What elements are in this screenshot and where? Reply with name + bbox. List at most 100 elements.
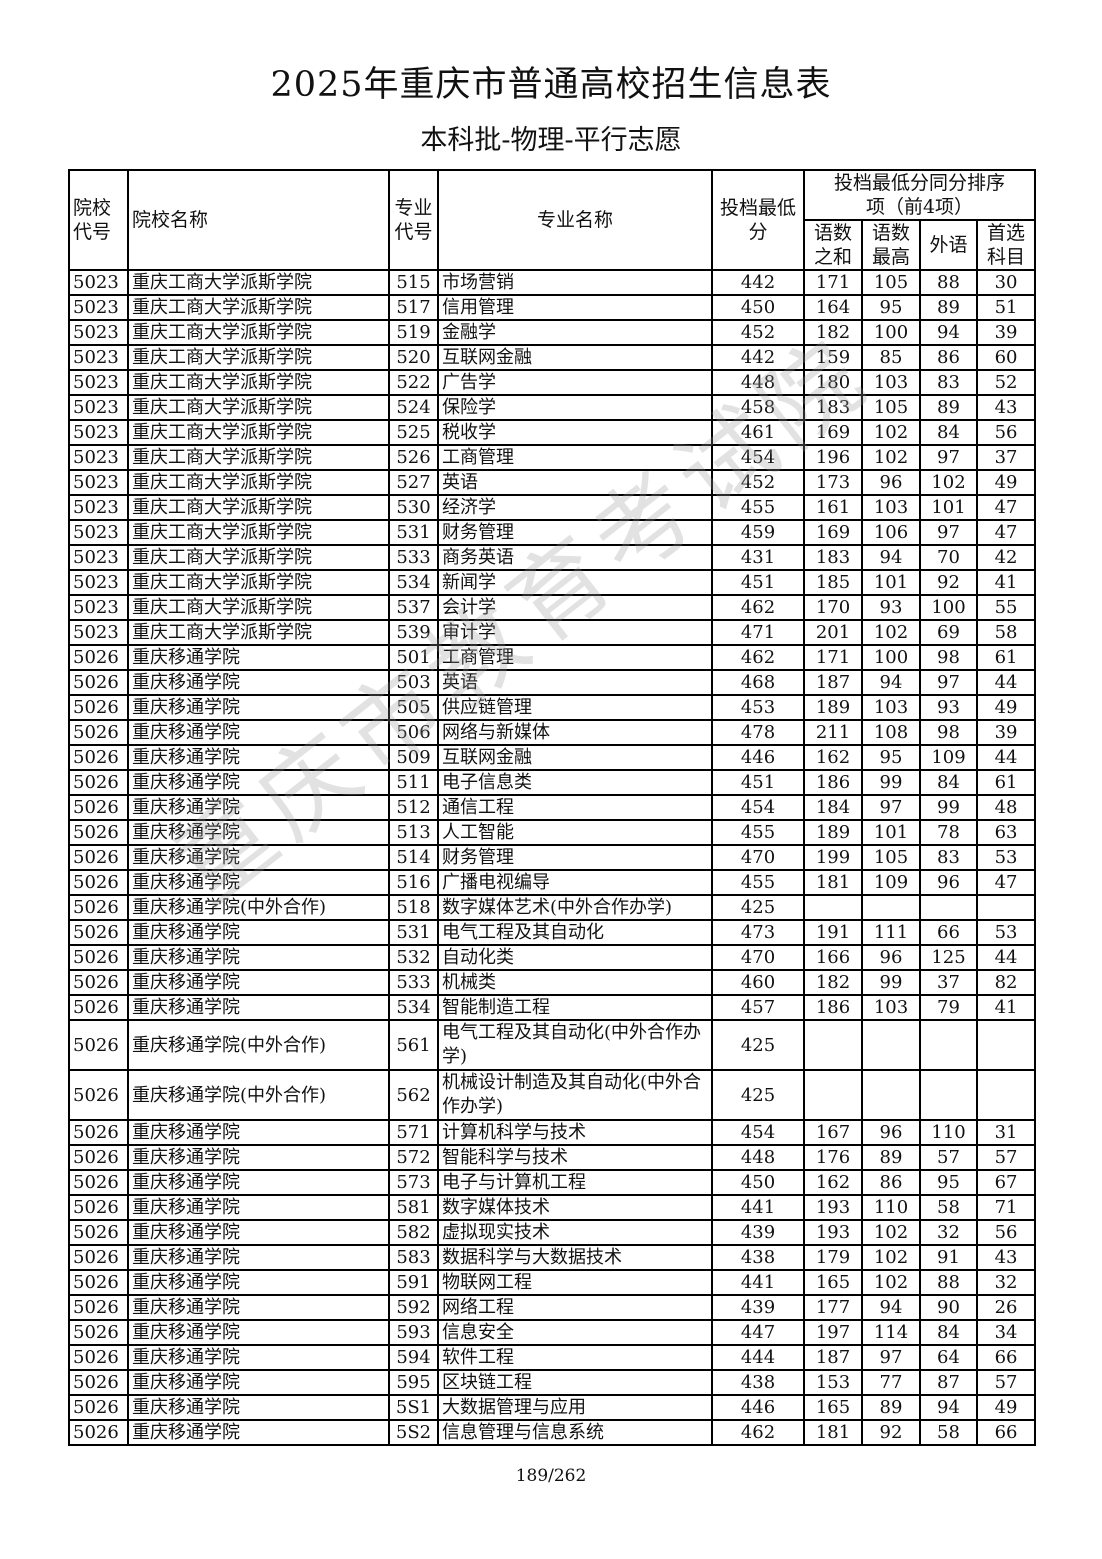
cell-min-score: 446 bbox=[711, 744, 805, 771]
cell-major-code: 524 bbox=[388, 394, 439, 421]
cell-major-name: 审计学 bbox=[437, 619, 713, 646]
cell-primary-subject: 66 bbox=[975, 1419, 1037, 1446]
cell-major-name: 互联网金融 bbox=[437, 344, 713, 371]
cell-primary-subject: 39 bbox=[975, 319, 1037, 346]
cell-major-code: 514 bbox=[388, 844, 439, 871]
cell-chinese-math-max: 100 bbox=[861, 319, 921, 346]
cell-chinese-math-max: 86 bbox=[861, 1169, 921, 1196]
cell-school-code: 5026 bbox=[68, 769, 129, 796]
cell-major-code: 513 bbox=[388, 819, 439, 846]
cell-school-code: 5026 bbox=[68, 1119, 129, 1146]
page-number: 189/262 bbox=[515, 1466, 587, 1486]
cell-foreign-language: 102 bbox=[919, 469, 978, 496]
cell-min-score: 455 bbox=[711, 869, 805, 896]
cell-foreign-language: 87 bbox=[919, 1369, 978, 1396]
cell-major-name: 广告学 bbox=[437, 369, 713, 396]
cell-major-name: 广播电视编导 bbox=[437, 869, 713, 896]
cell-school-code: 5026 bbox=[68, 869, 129, 896]
cell-school-code: 5026 bbox=[68, 1069, 129, 1121]
cell-foreign-language: 37 bbox=[919, 969, 978, 996]
cell-major-name: 自动化类 bbox=[437, 944, 713, 971]
cell-primary-subject: 44 bbox=[975, 744, 1037, 771]
cell-chinese-math-sum: 199 bbox=[803, 844, 863, 871]
cell-primary-subject: 37 bbox=[975, 444, 1037, 471]
cell-min-score: 446 bbox=[711, 1394, 805, 1421]
cell-foreign-language: 84 bbox=[919, 419, 978, 446]
cell-min-score: 454 bbox=[711, 1119, 805, 1146]
cell-foreign-language: 84 bbox=[919, 1319, 978, 1346]
cell-major-code: 592 bbox=[388, 1294, 439, 1321]
cell-chinese-math-max bbox=[861, 894, 921, 921]
cell-major-code: 582 bbox=[388, 1219, 439, 1246]
cell-chinese-math-sum: 201 bbox=[803, 619, 863, 646]
cell-primary-subject: 31 bbox=[975, 1119, 1037, 1146]
cell-chinese-math-sum: 165 bbox=[803, 1394, 863, 1421]
cell-major-name: 信息管理与信息系统 bbox=[437, 1419, 713, 1446]
cell-foreign-language: 96 bbox=[919, 869, 978, 896]
cell-school-code: 5023 bbox=[68, 544, 129, 571]
cell-school-code: 5023 bbox=[68, 494, 129, 521]
cell-primary-subject bbox=[975, 1069, 1037, 1121]
cell-primary-subject: 58 bbox=[975, 619, 1037, 646]
cell-min-score: 450 bbox=[711, 1169, 805, 1196]
cell-school-code: 5023 bbox=[68, 569, 129, 596]
cell-min-score: 447 bbox=[711, 1319, 805, 1346]
cell-school-code: 5023 bbox=[68, 294, 129, 321]
cell-chinese-math-max: 114 bbox=[861, 1319, 921, 1346]
cell-major-code: 530 bbox=[388, 494, 439, 521]
cell-chinese-math-sum: 179 bbox=[803, 1244, 863, 1271]
cell-min-score: 457 bbox=[711, 994, 805, 1021]
cell-school-code: 5023 bbox=[68, 419, 129, 446]
cell-min-score: 448 bbox=[711, 1144, 805, 1171]
cell-chinese-math-max: 101 bbox=[861, 569, 921, 596]
cell-min-score: 473 bbox=[711, 919, 805, 946]
cell-primary-subject: 53 bbox=[975, 844, 1037, 871]
cell-chinese-math-sum: 193 bbox=[803, 1219, 863, 1246]
cell-chinese-math-sum: 186 bbox=[803, 994, 863, 1021]
cell-school-name: 重庆移通学院 bbox=[127, 844, 390, 871]
cell-primary-subject: 43 bbox=[975, 1244, 1037, 1271]
cell-school-name: 重庆工商大学派斯学院 bbox=[127, 419, 390, 446]
cell-major-code: 516 bbox=[388, 869, 439, 896]
cell-chinese-math-max: 102 bbox=[861, 1219, 921, 1246]
cell-chinese-math-sum bbox=[803, 1069, 863, 1121]
cell-primary-subject: 26 bbox=[975, 1294, 1037, 1321]
cell-major-code: 533 bbox=[388, 544, 439, 571]
cell-primary-subject: 30 bbox=[975, 269, 1037, 296]
cell-major-name: 信用管理 bbox=[437, 294, 713, 321]
cell-school-name: 重庆移通学院 bbox=[127, 1144, 390, 1171]
cell-min-score: 442 bbox=[711, 344, 805, 371]
cell-school-name: 重庆移通学院 bbox=[127, 919, 390, 946]
cell-school-code: 5023 bbox=[68, 369, 129, 396]
cell-school-code: 5026 bbox=[68, 1219, 129, 1246]
cell-school-code: 5026 bbox=[68, 1019, 129, 1071]
table-row: 5026 重庆移通学院 583 数据科学与大数据技术 438 179 102 91 43 bbox=[68, 1244, 1037, 1271]
cell-school-code: 5026 bbox=[68, 1394, 129, 1421]
cell-major-name: 数字媒体技术 bbox=[437, 1194, 713, 1221]
cell-primary-subject: 61 bbox=[975, 644, 1037, 671]
cell-major-code: 5S2 bbox=[388, 1419, 439, 1446]
cell-chinese-math-sum: 186 bbox=[803, 769, 863, 796]
cell-primary-subject: 32 bbox=[975, 1269, 1037, 1296]
cell-min-score: 450 bbox=[711, 294, 805, 321]
cell-primary-subject: 66 bbox=[975, 1344, 1037, 1371]
cell-foreign-language bbox=[919, 1019, 978, 1071]
cell-school-name: 重庆工商大学派斯学院 bbox=[127, 319, 390, 346]
cell-chinese-math-sum: 164 bbox=[803, 294, 863, 321]
table-row: 5023 重庆工商大学派斯学院 525 税收学 461 169 102 84 56 bbox=[68, 419, 1037, 446]
cell-major-code: 581 bbox=[388, 1194, 439, 1221]
cell-chinese-math-sum: 167 bbox=[803, 1119, 863, 1146]
cell-chinese-math-max: 96 bbox=[861, 944, 921, 971]
cell-school-name: 重庆工商大学派斯学院 bbox=[127, 269, 390, 296]
cell-school-code: 5023 bbox=[68, 469, 129, 496]
cell-chinese-math-sum: 189 bbox=[803, 694, 863, 721]
cell-min-score: 471 bbox=[711, 619, 805, 646]
cell-primary-subject: 49 bbox=[975, 1394, 1037, 1421]
cell-chinese-math-sum: 183 bbox=[803, 394, 863, 421]
cell-min-score: 431 bbox=[711, 544, 805, 571]
cell-major-name: 智能制造工程 bbox=[437, 994, 713, 1021]
cell-min-score: 439 bbox=[711, 1294, 805, 1321]
cell-chinese-math-sum: 182 bbox=[803, 319, 863, 346]
cell-chinese-math-max: 101 bbox=[861, 819, 921, 846]
table-row: 5026 重庆移通学院 513 人工智能 455 189 101 78 63 bbox=[68, 819, 1037, 846]
